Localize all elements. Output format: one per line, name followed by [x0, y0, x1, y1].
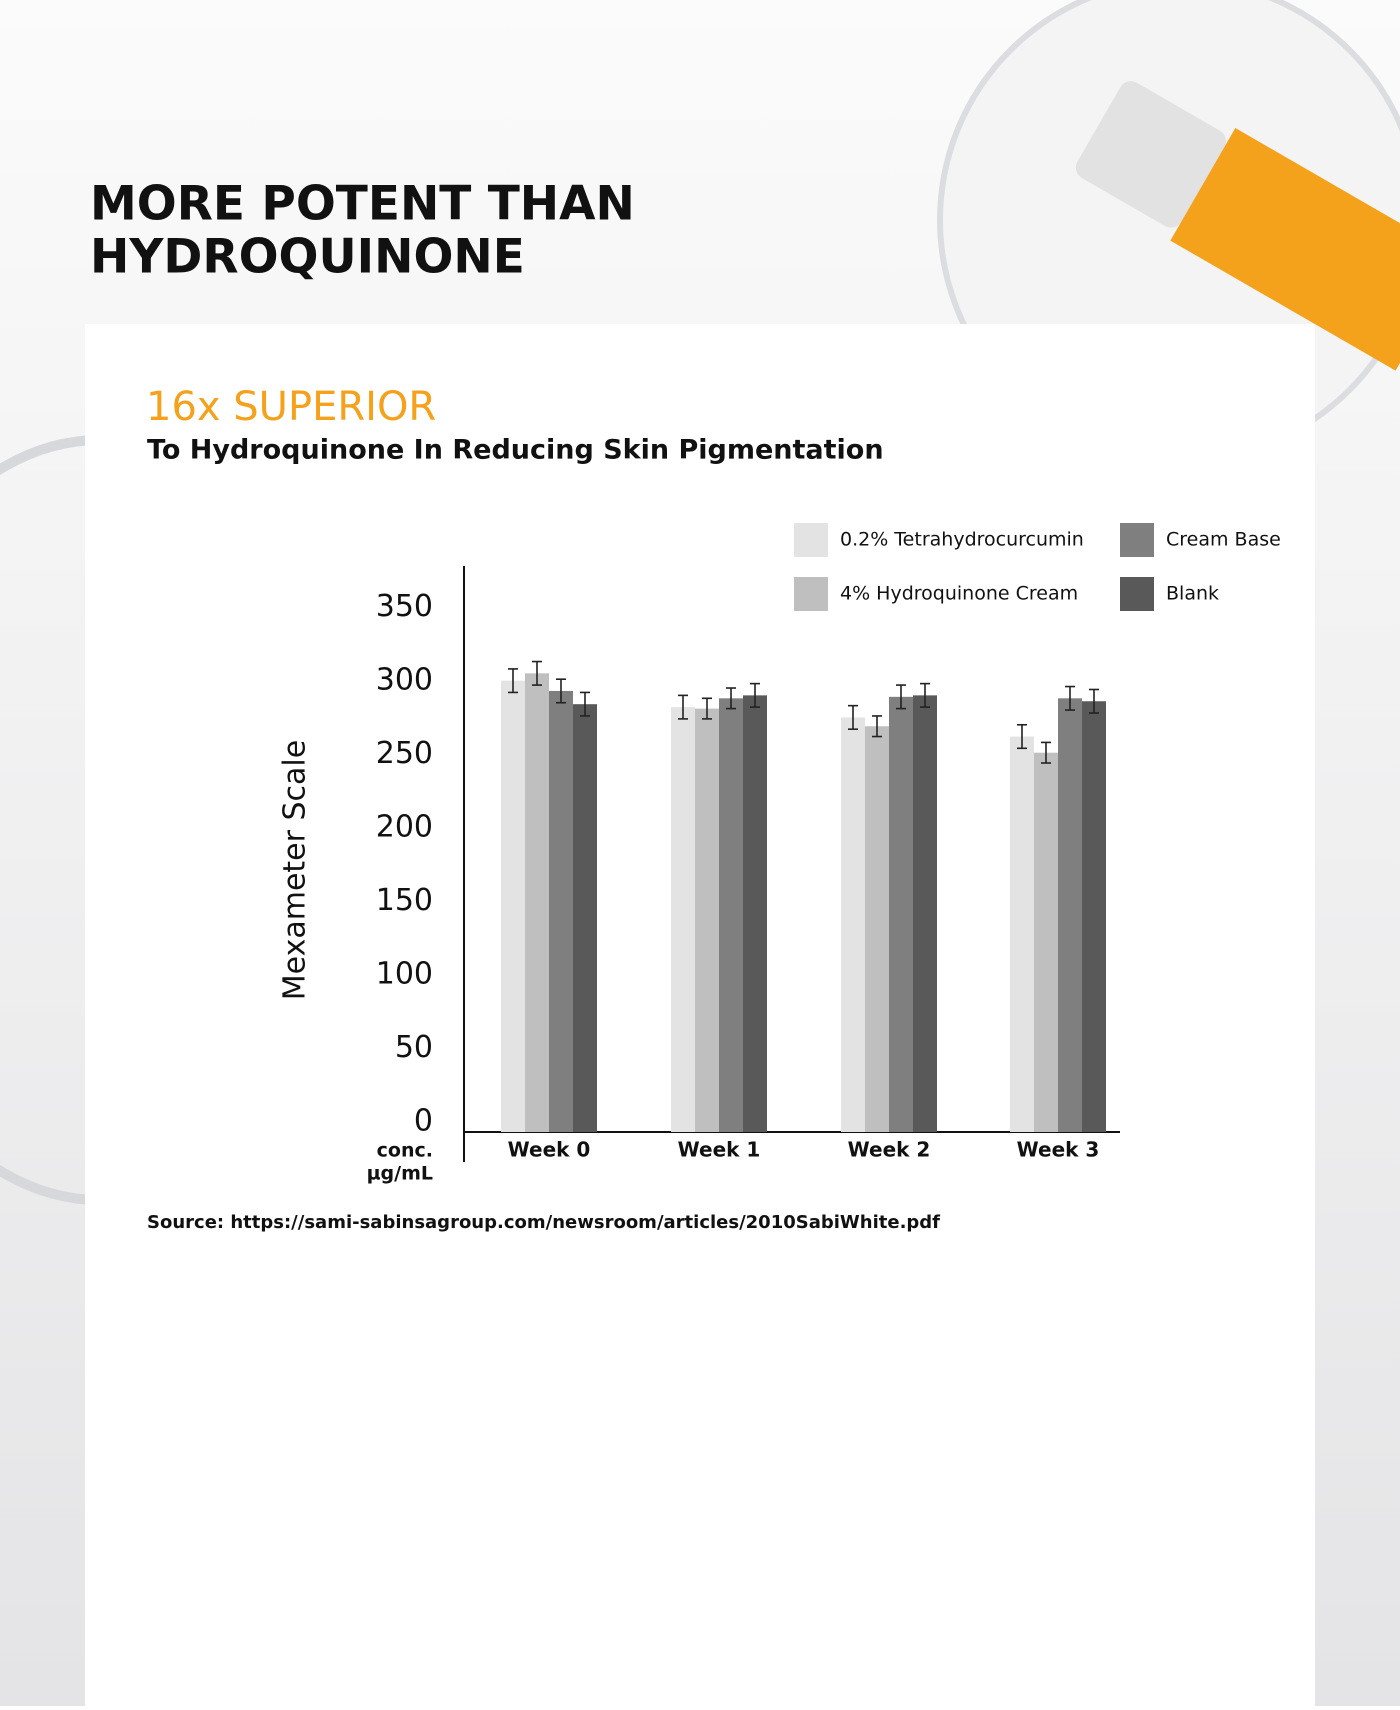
error-bar: [702, 697, 712, 720]
x-axis-label: µg/mL: [367, 1163, 433, 1185]
bar: [671, 707, 695, 1132]
y-tick-label: 200: [376, 809, 433, 844]
bar: [695, 708, 719, 1132]
error-bar: [1017, 723, 1027, 750]
error-bar: [896, 684, 906, 710]
error-bar: [1089, 688, 1099, 714]
legend-label: Blank: [1166, 583, 1219, 605]
chart-subtitle: To Hydroquinone In Reducing Skin Pigment…: [147, 435, 884, 466]
error-bar: [678, 694, 688, 720]
y-tick-label: 0: [414, 1104, 433, 1139]
bar: [719, 698, 743, 1132]
bar: [889, 696, 913, 1132]
bar: [841, 717, 865, 1132]
y-tick-label: 300: [376, 662, 433, 697]
legend-label: 0.2% Tetrahydrocurcumin: [840, 529, 1084, 551]
error-bar: [848, 704, 858, 730]
chart-title: 16x SUPERIOR: [146, 384, 436, 430]
x-tick-label: Week 1: [678, 1138, 761, 1162]
x-tick-label: Week 0: [508, 1138, 591, 1162]
error-bar: [556, 678, 566, 704]
y-tick-label: 250: [376, 736, 433, 771]
bar: [549, 690, 573, 1132]
legend-swatch: [1120, 577, 1154, 611]
bar: [501, 680, 525, 1132]
legend-label: Cream Base: [1166, 529, 1281, 551]
bar: [743, 695, 767, 1132]
bar: [525, 673, 549, 1132]
bar: [1010, 736, 1034, 1132]
page-heading: HYDROQUINONE: [90, 230, 525, 285]
error-bar: [508, 668, 518, 694]
bar: [1082, 701, 1106, 1132]
y-axis-label: Mexameter Scale: [278, 740, 313, 1000]
error-bar: [1065, 685, 1075, 711]
source-note: Source: https://sami-sabinsagroup.com/ne…: [147, 1212, 940, 1233]
y-tick-label: 350: [376, 589, 433, 624]
error-bar: [920, 682, 930, 708]
legend-label: 4% Hydroquinone Cream: [840, 583, 1078, 605]
error-bar: [872, 715, 882, 738]
decor-bottle: [1075, 81, 1400, 371]
y-tick-label: 50: [395, 1030, 433, 1065]
error-bar: [750, 682, 760, 708]
page-heading: MORE POTENT THAN: [90, 177, 635, 232]
legend-swatch: [794, 577, 828, 611]
bar: [573, 704, 597, 1132]
y-tick-label: 100: [376, 956, 433, 991]
bar: [913, 695, 937, 1132]
error-bar: [726, 687, 736, 710]
legend-swatch: [794, 523, 828, 557]
error-bar: [1041, 741, 1051, 764]
y-tick-label: 150: [376, 883, 433, 918]
bar: [1034, 752, 1058, 1132]
x-tick-label: Week 2: [848, 1138, 931, 1162]
bar: [865, 726, 889, 1132]
bar: [1058, 698, 1082, 1132]
legend-swatch: [1120, 523, 1154, 557]
x-tick-label: Week 3: [1017, 1138, 1100, 1162]
x-axis-label: conc.: [377, 1140, 433, 1162]
error-bar: [580, 691, 590, 717]
error-bar: [532, 660, 542, 686]
